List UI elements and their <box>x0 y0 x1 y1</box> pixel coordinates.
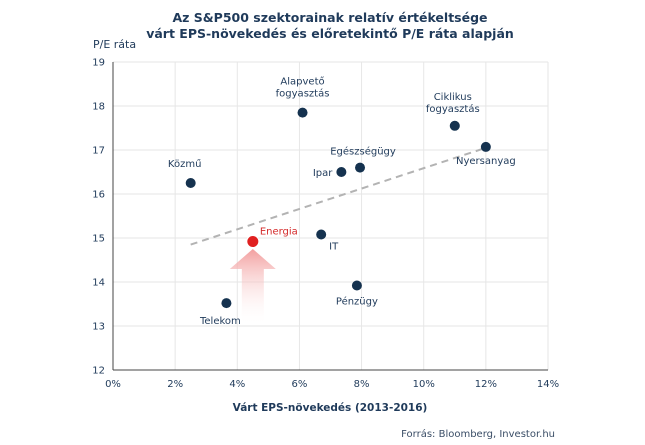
x-tick-label: 6% <box>291 379 307 390</box>
y-tick-label: 16 <box>92 190 105 201</box>
data-point[interactable] <box>355 162 366 173</box>
points-layer <box>185 107 491 309</box>
y-tick-label: 17 <box>92 146 105 157</box>
data-label: Energia <box>260 227 298 238</box>
y-tick-label: 19 <box>92 58 105 69</box>
x-tick-label: 10% <box>413 379 435 390</box>
data-point[interactable] <box>480 141 491 152</box>
arrow-layer <box>229 249 276 326</box>
data-point[interactable] <box>449 120 460 131</box>
data-label: Egészségügy <box>330 146 396 158</box>
x-tick-label: 2% <box>167 379 183 390</box>
axes <box>112 62 548 371</box>
data-point[interactable] <box>185 178 196 188</box>
chart-title-line-1: Az S&P500 szektorainak relatív értékelts… <box>172 10 487 25</box>
x-tick-label: 8% <box>354 379 370 390</box>
x-tick-label: 12% <box>475 379 497 390</box>
x-axis-label: Várt EPS-növekedés (2013-2016) <box>233 402 428 414</box>
y-tick-label: 15 <box>92 234 105 245</box>
y-tick-label: 18 <box>92 102 105 113</box>
data-label: Ipar <box>313 168 333 179</box>
data-point[interactable] <box>336 167 347 177</box>
data-point[interactable] <box>221 298 232 309</box>
y-tick-label: 14 <box>92 278 105 289</box>
data-label: Telekom <box>199 316 241 327</box>
grid <box>113 61 549 370</box>
data-label: Nyersanyag <box>456 156 516 167</box>
y-axis-label: P/E ráta <box>93 38 136 51</box>
data-label: fogyasztás <box>276 88 330 100</box>
data-point[interactable] <box>316 229 327 240</box>
data-label: Közmű <box>168 158 202 170</box>
trendline-layer <box>190 146 487 246</box>
data-label: IT <box>329 241 339 252</box>
trendline <box>190 146 487 246</box>
y-tick-label: 12 <box>92 366 105 377</box>
data-label: Ciklikus <box>434 92 472 103</box>
chart-title-line-2: várt EPS-növekedés és előretekintő P/E r… <box>146 26 514 41</box>
tick-labels: 0% 2% 4% 6% 8% 10% 12% 14% 12 13 14 15 16 17 18 19 <box>92 58 559 391</box>
x-tick-label: 4% <box>229 379 245 390</box>
x-tick-label: 14% <box>537 379 559 390</box>
data-label: Alapvető <box>280 76 324 88</box>
x-tick-label: 0% <box>105 379 121 390</box>
data-point[interactable] <box>297 107 308 118</box>
source-note: Forrás: Bloomberg, Investor.hu <box>401 428 555 440</box>
y-tick-label: 13 <box>92 322 105 333</box>
data-label: Pénzügy <box>336 296 378 308</box>
data-point[interactable] <box>246 235 260 249</box>
up-arrow <box>229 249 276 326</box>
data-label: fogyasztás <box>426 103 480 115</box>
data-point[interactable] <box>351 280 362 291</box>
